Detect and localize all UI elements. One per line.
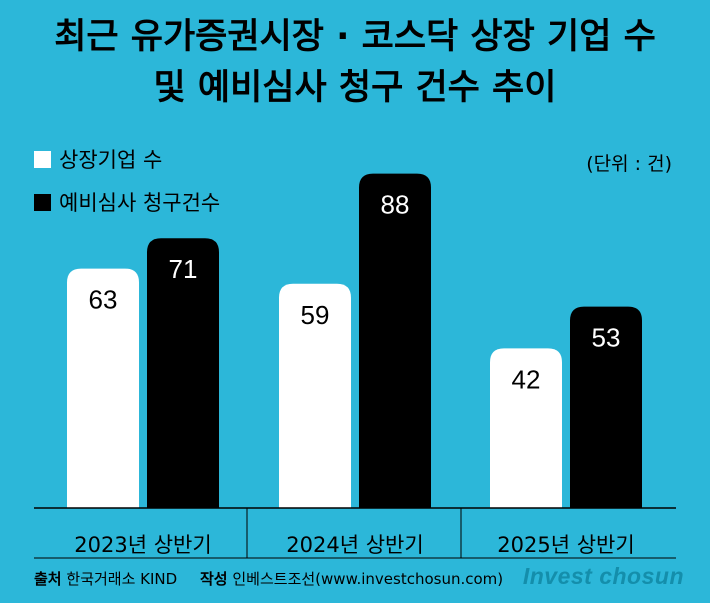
chart-title: 최근 유가증권시장 · 코스닥 상장 기업 수 및 예비심사 청구 건수 추이 (0, 12, 710, 114)
legend-item-review: 예비심사 청구건수 (34, 188, 220, 216)
legend-label-review: 예비심사 청구건수 (59, 191, 221, 215)
bar-listed-1 (67, 268, 139, 508)
title-line-2: 및 예비심사 청구 건수 추이 (153, 68, 557, 108)
title-line-1: 최근 유가증권시장 · 코스닥 상장 기업 수 (54, 17, 656, 57)
category-label-1: 2023년 상반기 (74, 533, 211, 557)
data-label-review-1: 71 (169, 254, 198, 284)
bar-listed-2 (279, 283, 351, 508)
data-label-review-3: 53 (592, 323, 621, 353)
bar-listed-3 (490, 348, 562, 508)
bar-review-3 (570, 306, 642, 508)
data-label-listed-1: 63 (89, 285, 118, 315)
source-label: 출처 (34, 570, 62, 588)
bar-review-2 (359, 173, 431, 508)
author-text: 인베스트조선(www.investchosun.com) (232, 570, 504, 588)
legend-label-listed: 상장기업 수 (59, 148, 163, 172)
legend-swatch-review (34, 193, 51, 211)
data-label-listed-3: 42 (512, 364, 541, 394)
source-text: 한국거래소 KIND (66, 570, 178, 588)
legend-item-listed: 상장기업 수 (34, 145, 162, 173)
data-label-listed-2: 59 (301, 300, 330, 330)
author-label: 작성 (199, 570, 228, 588)
data-label-review-2: 88 (381, 190, 410, 220)
category-label-3: 2025년 상반기 (497, 533, 634, 557)
brand-logo: Invest chosun (522, 563, 684, 589)
unit-label: (단위 : 건) (586, 153, 672, 175)
bar-review-1 (147, 238, 219, 508)
legend-swatch-listed (34, 150, 51, 168)
footer: 출처 한국거래소 KIND 작성 인베스트조선(www.investchosun… (34, 568, 503, 589)
category-label-2: 2024년 상반기 (286, 533, 423, 557)
